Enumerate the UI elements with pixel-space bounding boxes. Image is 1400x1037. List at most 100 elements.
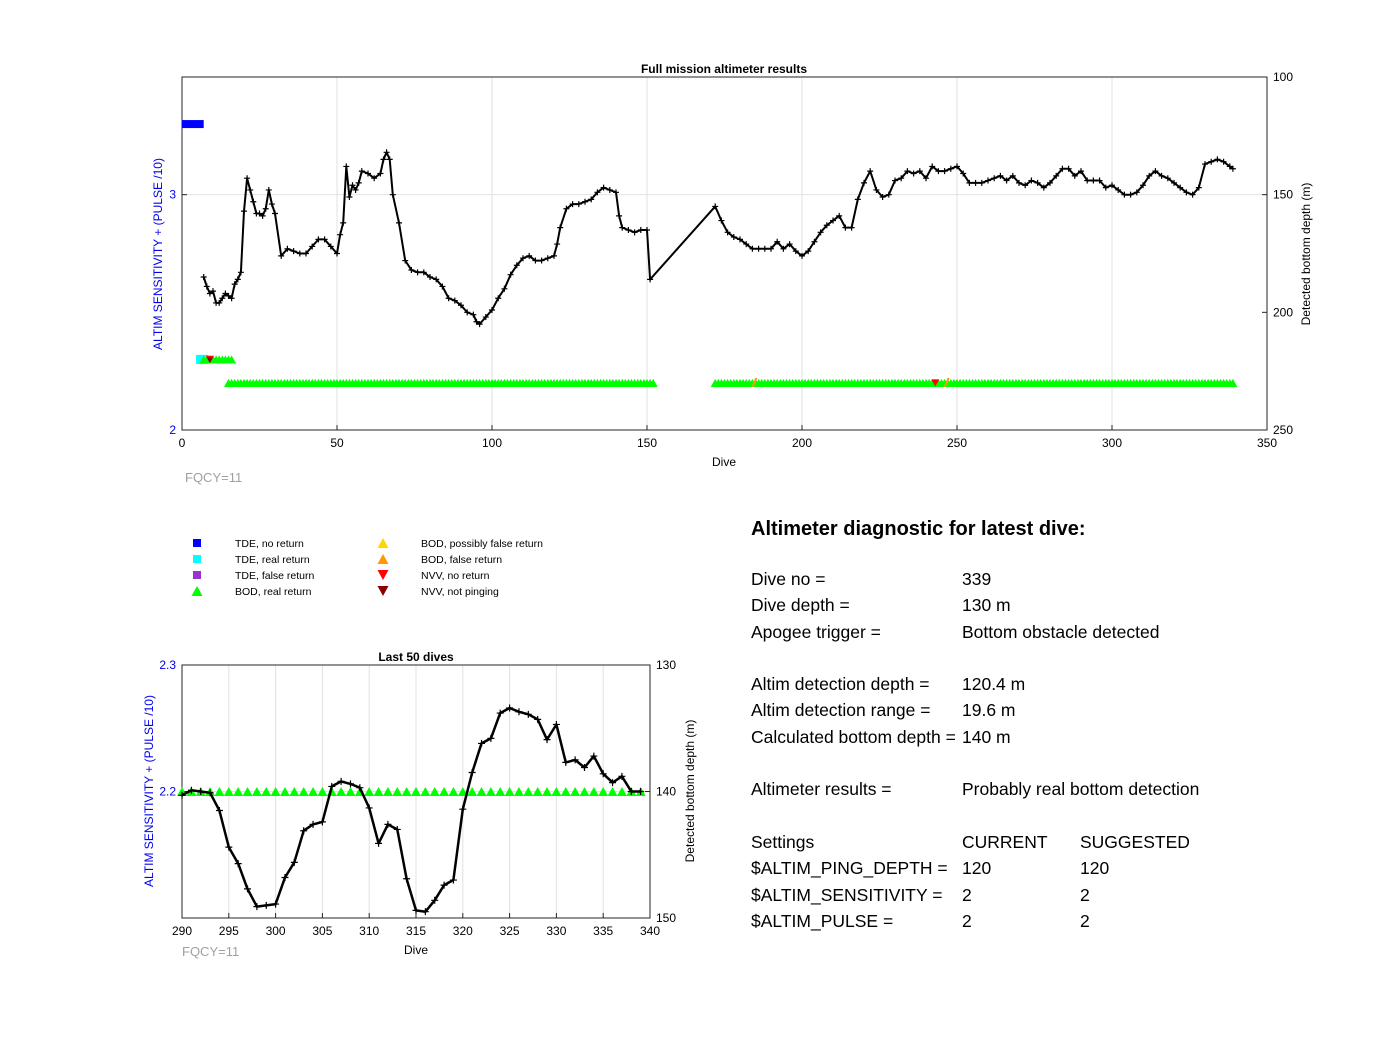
legend-label: BOD, possibly false return xyxy=(421,538,543,550)
bottom-depth-point xyxy=(594,189,601,196)
diag-row-dive-no: Dive no = 339 xyxy=(751,569,1371,595)
diag-row-altim-detection-depth: Altim detection depth = 120.4 m xyxy=(751,674,1371,700)
bod-real-return-marker xyxy=(607,787,618,796)
bottom-depth-point xyxy=(356,784,364,792)
bottom-depth-point xyxy=(590,752,598,760)
bottom-depth-point xyxy=(337,231,344,238)
bottom-depth-point xyxy=(811,238,818,245)
bottom-depth-point xyxy=(478,739,486,747)
bottom-depth-point xyxy=(563,205,570,212)
top-markers xyxy=(182,120,1238,388)
bottom-depth-point xyxy=(1096,177,1103,184)
legend-marker xyxy=(377,554,389,564)
legend-marker xyxy=(377,538,389,548)
bod-real-return-marker xyxy=(242,787,253,796)
x-tick-label: 50 xyxy=(330,436,344,450)
bottom-depth-point xyxy=(755,245,762,252)
bottom-depth-point xyxy=(644,226,650,233)
bottom-depth-point xyxy=(867,168,874,175)
bottom-depth-point xyxy=(1084,177,1091,184)
bod-real-return-marker xyxy=(495,787,506,796)
bottom-depth-point xyxy=(842,224,849,231)
diag-value: Bottom obstacle detected xyxy=(962,621,1160,642)
bottom-depth-point xyxy=(606,186,613,193)
bottom-depth-point xyxy=(1146,172,1153,179)
x-tick-label: 325 xyxy=(500,924,520,938)
x-tick-label: 295 xyxy=(219,924,239,938)
bottom-depth-point xyxy=(712,203,719,210)
top-y2-ticks: 100 150 200 250 xyxy=(1262,70,1293,437)
bottom-depth-point xyxy=(625,226,632,233)
top-x-ticks: 0 50 100 150 200 250 300 350 xyxy=(179,425,1277,450)
bottom-depth-point xyxy=(1208,158,1215,165)
setting-label: $ALTIM_SENSITIVITY = xyxy=(751,884,943,905)
bod-real-return-marker xyxy=(223,787,234,796)
bod-real-return-marker xyxy=(270,787,281,796)
bottom-depth-point xyxy=(219,295,226,302)
bottom-depth-point xyxy=(268,201,275,208)
top-y-ticks: 23 xyxy=(169,188,187,437)
bottom-depth-point xyxy=(496,709,504,717)
bottom-depth-point xyxy=(225,843,233,851)
bod-real-return-marker xyxy=(485,787,496,796)
legend: TDE, no return TDE, real return TDE, false… xyxy=(191,538,543,598)
bottom-depth-point xyxy=(618,772,626,780)
bod-real-return-marker xyxy=(411,787,421,796)
bottom-depth-point xyxy=(1115,186,1122,193)
bottom-depth-point xyxy=(562,758,570,766)
bottom-depth-point xyxy=(960,170,967,177)
bottom-depth-point xyxy=(203,283,210,290)
bottom-depth-point xyxy=(346,194,353,201)
legend-label: BOD, false return xyxy=(421,554,502,566)
bottom-depth-point xyxy=(412,906,420,914)
diag-value: Probably real bottom detection xyxy=(962,779,1200,800)
bottom-depth-point xyxy=(365,804,373,812)
bod-real-return-marker xyxy=(448,787,459,796)
bod-real-return-marker xyxy=(523,787,534,796)
bottom-depth-point xyxy=(384,820,392,828)
bottom-depth-point xyxy=(616,212,623,219)
bottom-depth-point xyxy=(222,290,229,297)
bottom-depth-point xyxy=(1133,189,1140,196)
bottom-depth-point xyxy=(718,217,725,224)
bottom-depth-point xyxy=(440,881,448,889)
bottom-depth-point xyxy=(761,245,768,252)
bottom-depth-point xyxy=(262,205,269,212)
bottom-y2-ticks: 130 140 150 xyxy=(645,658,676,925)
diag-row-dive-depth: Dive depth = 130 m xyxy=(751,595,1371,621)
bottom-depth-point xyxy=(309,820,317,828)
bottom-depth-point xyxy=(482,314,489,321)
bottom-depth-point xyxy=(923,175,929,182)
bottom-depth-point xyxy=(749,245,756,252)
bottom-depth-point xyxy=(792,248,799,255)
bottom-depth-point xyxy=(187,786,195,794)
bottom-depth-point xyxy=(247,186,254,193)
x-tick-label: 335 xyxy=(593,924,613,938)
legend-label: NVV, no return xyxy=(421,570,490,582)
diag-label: Calculated bottom depth = xyxy=(751,726,956,747)
bottom-depth-point xyxy=(262,901,270,909)
bod-real-return-marker xyxy=(439,787,450,796)
bottom-depth-point xyxy=(506,704,514,712)
bottom-depth-point xyxy=(464,309,471,316)
bottom-depth-point xyxy=(532,257,539,264)
bottom-depth-point xyxy=(309,243,316,250)
bottom-depth-point xyxy=(885,191,892,198)
bottom-depth-point xyxy=(507,271,514,278)
bod-real-return-marker xyxy=(542,787,553,796)
bottom-depth-point xyxy=(557,224,564,231)
bottom-depth-point xyxy=(1121,191,1128,198)
x-tick-label: 300 xyxy=(266,924,286,938)
bottom-depth-point xyxy=(1003,177,1010,184)
bottom-fqcy-label: FQCY=11 xyxy=(182,944,239,959)
bottom-depth-point xyxy=(1214,156,1221,163)
bottom-depth-point xyxy=(321,236,328,243)
bottom-depth-point xyxy=(1164,175,1171,182)
bottom-depth-point xyxy=(774,238,781,245)
bottom-depth-point xyxy=(743,241,750,248)
y2-tick-label: 250 xyxy=(1273,423,1293,437)
top-y2-axis-label: Detected bottom depth (m) xyxy=(1299,183,1313,326)
bottom-depth-point xyxy=(253,903,261,911)
diag-label: Dive no = xyxy=(751,569,826,589)
bottom-depth-point xyxy=(206,290,213,297)
